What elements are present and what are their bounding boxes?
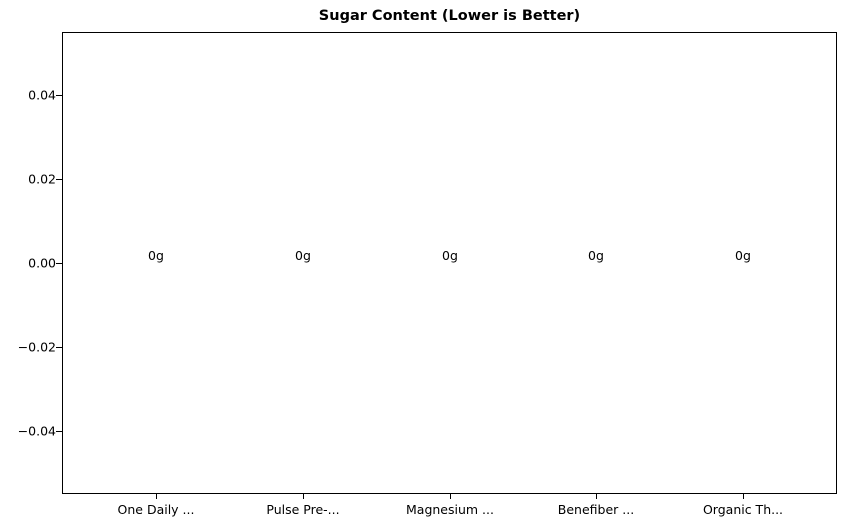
- bar-value-label: 0g: [588, 248, 604, 263]
- y-tick-label: 0.00: [28, 255, 56, 271]
- y-tick: [56, 347, 62, 348]
- bar-value-label: 0g: [148, 248, 164, 263]
- x-tick-label: Benefiber ...: [557, 502, 635, 517]
- x-tick: [303, 494, 304, 499]
- chart-title: Sugar Content (Lower is Better): [318, 8, 581, 24]
- y-tick: [56, 263, 62, 264]
- y-tick-label: −0.04: [17, 423, 56, 439]
- bar-value-label: 0g: [442, 248, 458, 263]
- y-tick-label: 0.04: [28, 87, 56, 103]
- x-tick-label: Magnesium ...: [406, 502, 494, 517]
- y-tick: [56, 95, 62, 96]
- x-tick-label: One Daily ...: [117, 502, 195, 517]
- y-tick: [56, 431, 62, 432]
- x-tick: [743, 494, 744, 499]
- plot-area: [62, 32, 837, 494]
- y-tick: [56, 179, 62, 180]
- y-tick-label: 0.02: [28, 171, 56, 187]
- x-tick-label: Organic Th...: [702, 502, 784, 517]
- bar-value-label: 0g: [735, 248, 751, 263]
- x-tick-label: Pulse Pre-...: [266, 502, 340, 517]
- x-tick: [450, 494, 451, 499]
- x-tick: [156, 494, 157, 499]
- x-tick: [596, 494, 597, 499]
- y-tick-label: −0.02: [17, 339, 56, 355]
- bar-value-label: 0g: [295, 248, 311, 263]
